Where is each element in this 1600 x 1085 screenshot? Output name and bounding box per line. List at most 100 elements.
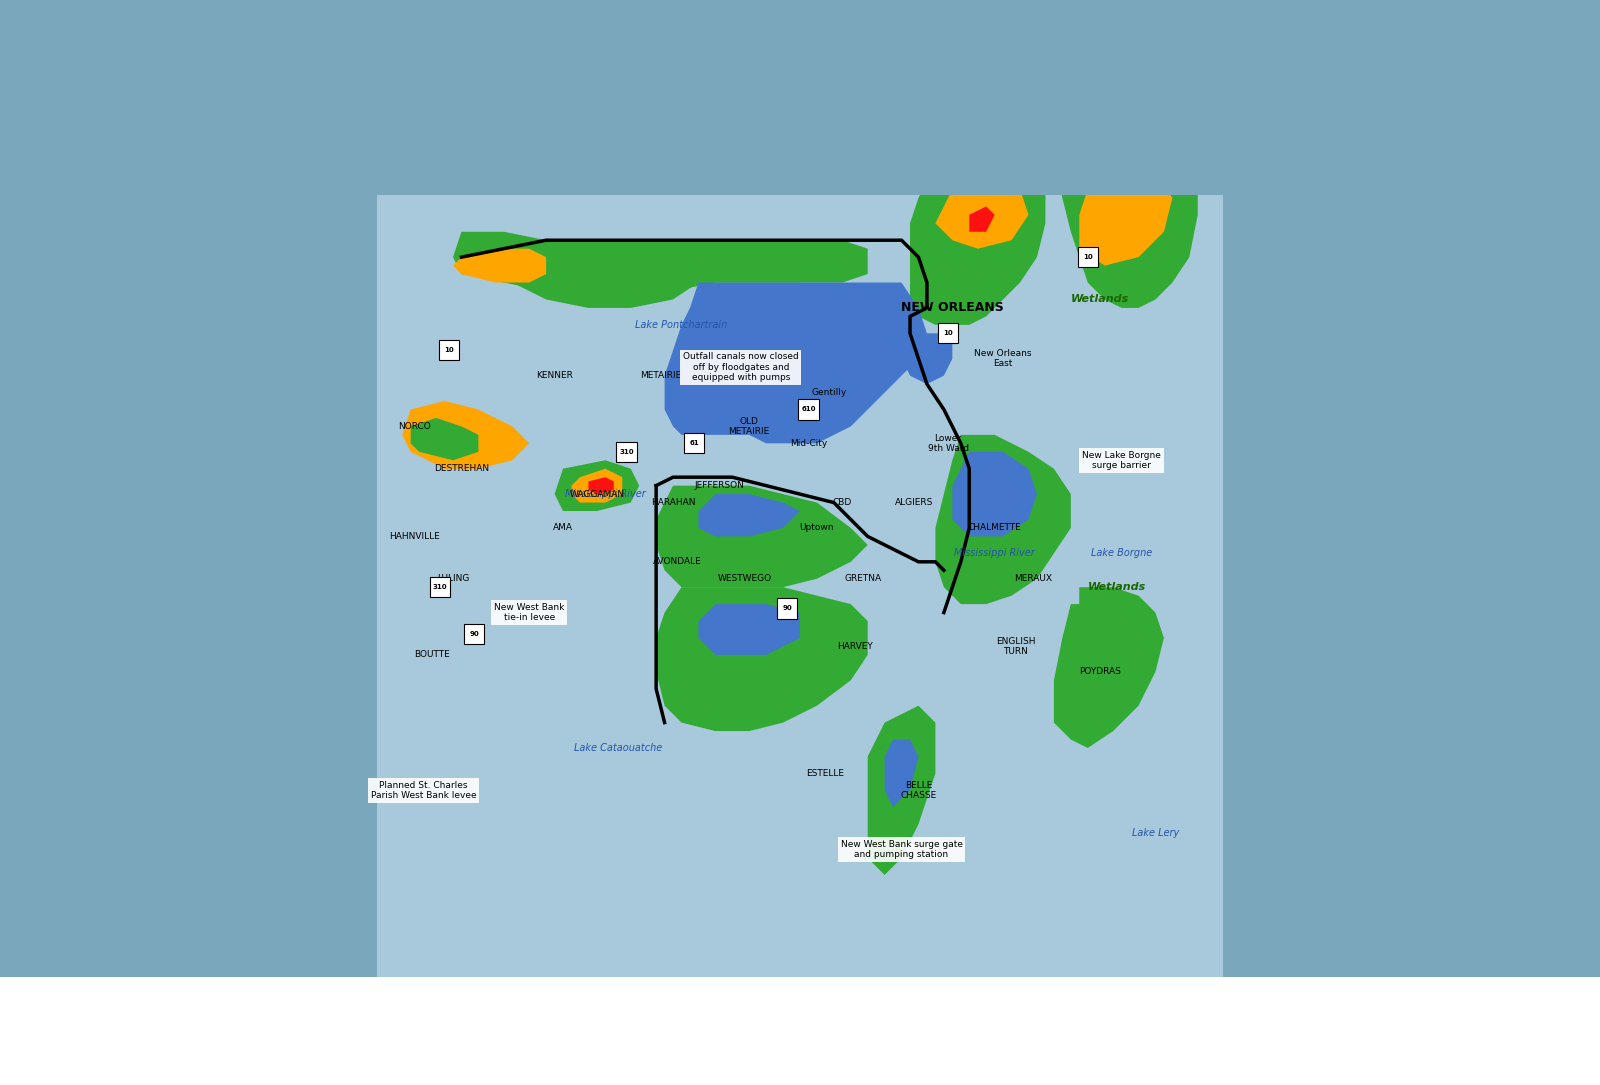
Text: 61: 61 <box>690 441 699 446</box>
Text: Wetlands: Wetlands <box>1072 294 1130 305</box>
Text: New West Bank surge gate
and pumping station: New West Bank surge gate and pumping sta… <box>840 840 963 859</box>
Bar <box>1344 1013 1379 1055</box>
Bar <box>430 577 451 598</box>
Bar <box>438 340 459 360</box>
Polygon shape <box>453 248 546 282</box>
Text: OLD
METAIRIE: OLD METAIRIE <box>728 417 770 436</box>
Text: ENGLISH
TURN: ENGLISH TURN <box>997 637 1035 656</box>
Text: Mississippi River: Mississippi River <box>565 489 646 499</box>
Text: New Lake Borgne
surge barrier: New Lake Borgne surge barrier <box>1082 450 1162 470</box>
Polygon shape <box>910 164 1045 324</box>
Text: MERAUX: MERAUX <box>1014 574 1051 584</box>
Polygon shape <box>952 451 1037 536</box>
Text: 2-4 feet: 2-4 feet <box>835 1027 882 1041</box>
Text: NORCO: NORCO <box>398 422 432 431</box>
Polygon shape <box>486 240 800 308</box>
Text: LULING: LULING <box>437 574 469 584</box>
Text: WAGGAMAN: WAGGAMAN <box>570 489 624 499</box>
Polygon shape <box>699 494 800 536</box>
Polygon shape <box>656 587 867 731</box>
Text: Levees/
floodwalls: Levees/ floodwalls <box>1187 1020 1246 1048</box>
Bar <box>616 442 637 462</box>
Polygon shape <box>1080 164 1173 266</box>
Polygon shape <box>378 130 1222 976</box>
Text: Mid-City: Mid-City <box>790 438 827 448</box>
Polygon shape <box>1054 130 1198 308</box>
Polygon shape <box>901 333 952 384</box>
Bar <box>685 433 704 454</box>
Text: HAHNVILLE: HAHNVILLE <box>389 532 440 541</box>
Polygon shape <box>1070 587 1163 748</box>
Text: JEFFERSON: JEFFERSON <box>694 481 744 490</box>
Text: WESTWEGO: WESTWEGO <box>718 574 773 584</box>
Text: Mississippi River: Mississippi River <box>954 548 1035 559</box>
Polygon shape <box>530 655 674 765</box>
Text: POYDRAS: POYDRAS <box>1080 667 1122 676</box>
Text: HARAHAN: HARAHAN <box>651 498 696 507</box>
Text: 310: 310 <box>619 449 634 455</box>
Text: APPROXIMATE STANDING
FLOODWATER DEPTHS: APPROXIMATE STANDING FLOODWATER DEPTHS <box>16 1025 192 1055</box>
Text: 0-2 feet: 0-2 feet <box>971 1027 1018 1041</box>
Polygon shape <box>555 460 640 511</box>
Bar <box>928 1013 963 1055</box>
Bar <box>792 1013 827 1055</box>
Text: NEW ORLEANS: NEW ORLEANS <box>901 302 1003 315</box>
Text: Gentilly: Gentilly <box>811 388 848 397</box>
Text: CHALMETTE: CHALMETTE <box>968 523 1021 533</box>
Bar <box>1077 247 1098 267</box>
Text: 4-6 feet: 4-6 feet <box>699 1027 746 1041</box>
Text: 500-YEAR STORM FLOODING: TODAY: 500-YEAR STORM FLOODING: TODAY <box>16 43 1488 112</box>
Polygon shape <box>970 206 995 232</box>
Text: Lake Borgne: Lake Borgne <box>1091 548 1152 559</box>
Text: Planned St. Charles
Parish West Bank levee: Planned St. Charles Parish West Bank lev… <box>371 780 477 800</box>
Polygon shape <box>1037 130 1222 723</box>
Text: 90: 90 <box>782 605 792 611</box>
Bar <box>384 1013 419 1055</box>
Polygon shape <box>453 232 867 291</box>
Text: ESTELLE: ESTELLE <box>806 769 845 778</box>
Bar <box>798 399 819 420</box>
Polygon shape <box>699 604 800 655</box>
Text: Lower
9th Ward: Lower 9th Ward <box>928 434 968 454</box>
Text: Potential flooding from overtopping and rainfall resulting from a hurricane with: Potential flooding from overtopping and … <box>16 137 811 191</box>
Polygon shape <box>571 469 622 502</box>
Polygon shape <box>1096 790 1222 909</box>
Text: 310: 310 <box>434 584 448 590</box>
Polygon shape <box>402 401 530 469</box>
Text: KENNER: KENNER <box>536 371 573 380</box>
Text: BOUTTE: BOUTTE <box>414 650 450 660</box>
Text: Over 10 feet: Over 10 feet <box>291 1027 365 1041</box>
Text: AVONDALE: AVONDALE <box>653 558 702 566</box>
Text: Source: Army Corps of Engineers: Source: Army Corps of Engineers <box>16 982 189 992</box>
Polygon shape <box>936 181 1029 248</box>
Text: Lake Cataouatche: Lake Cataouatche <box>574 743 662 753</box>
Polygon shape <box>437 130 926 240</box>
Text: 10: 10 <box>1083 254 1093 260</box>
Text: ALGIERS: ALGIERS <box>894 498 933 507</box>
Bar <box>938 323 958 344</box>
Polygon shape <box>445 401 1021 723</box>
Text: GRETNA: GRETNA <box>845 574 882 584</box>
Text: 10: 10 <box>944 330 954 336</box>
Text: HARVEY: HARVEY <box>837 642 874 651</box>
Bar <box>520 1013 555 1055</box>
Text: 10: 10 <box>443 347 454 354</box>
Polygon shape <box>867 705 936 875</box>
Text: Uptown: Uptown <box>800 523 834 533</box>
Text: Outfall canals now closed
off by floodgates and
equipped with pumps: Outfall canals now closed off by floodga… <box>683 353 798 382</box>
Text: BELLE
CHASSE: BELLE CHASSE <box>901 780 936 800</box>
Text: 610: 610 <box>802 407 816 412</box>
Text: Lake Lery: Lake Lery <box>1131 828 1179 838</box>
Polygon shape <box>885 740 918 807</box>
Text: 8-10 feet: 8-10 feet <box>427 1027 482 1041</box>
Polygon shape <box>656 486 867 587</box>
Text: Breached or
compromised: Breached or compromised <box>1387 1020 1467 1048</box>
Text: Wetlands: Wetlands <box>1088 583 1147 592</box>
Text: New West Bank
tie-in levee: New West Bank tie-in levee <box>494 603 565 623</box>
Text: Lake Pontchartrain: Lake Pontchartrain <box>635 320 728 330</box>
Polygon shape <box>1054 604 1155 740</box>
Text: 90: 90 <box>469 630 478 637</box>
Text: CBD: CBD <box>832 498 851 507</box>
Bar <box>778 598 797 618</box>
Polygon shape <box>936 435 1070 604</box>
